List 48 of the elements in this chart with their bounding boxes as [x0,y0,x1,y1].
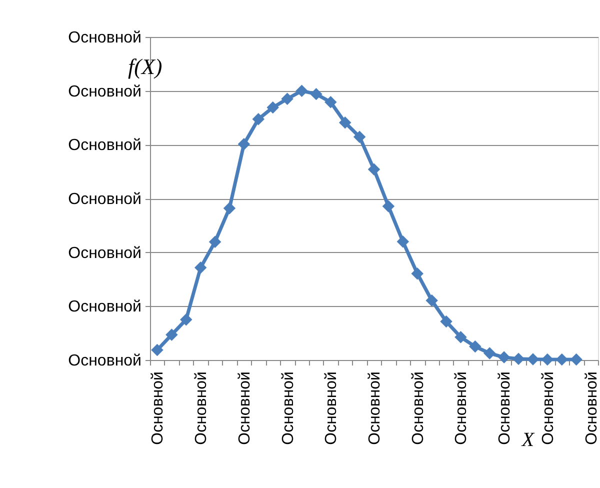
text: Основной [68,244,142,262]
point [396,235,410,248]
point [266,101,279,114]
point [426,294,438,307]
point [194,262,207,274]
x-tick-label: Основной [366,372,384,445]
x-tick-label: Основной [583,372,600,445]
point [382,200,395,212]
x-tick-label: Основной [150,372,167,445]
point [556,353,568,366]
x-tick-label: Основной [453,372,470,445]
x-tick-label: Основной [496,372,514,445]
point [483,347,496,360]
point [180,314,192,326]
point [166,328,178,341]
x-tick-label: Основной [236,372,254,445]
point [208,236,222,248]
point [296,84,308,97]
point [281,92,294,106]
point [469,340,482,353]
point [411,267,424,280]
x-axis-title: X [520,429,535,451]
point [368,163,380,176]
point [151,344,164,356]
x-tick-label: Основной [193,372,210,445]
text: Основной [68,83,142,100]
y-axis-title: f(X) [128,54,162,79]
point [454,330,467,344]
x-tick-label: Основной [410,372,427,445]
x-tick-label: Основной [323,372,340,445]
text: Основной [68,352,142,370]
x-tick-label: Основной [540,372,557,445]
point [238,138,250,150]
text: Основной [68,191,142,208]
point [512,352,525,366]
point [440,315,452,328]
point [324,96,337,108]
x-tick-label: Основной [280,372,297,445]
text: Основной [68,30,142,46]
text: Основной [68,298,142,316]
text: Основной [68,137,142,154]
point [498,351,510,364]
point [252,112,265,126]
point [353,130,366,143]
point [310,88,322,100]
point [570,353,582,366]
point [223,202,236,214]
point [338,116,352,129]
